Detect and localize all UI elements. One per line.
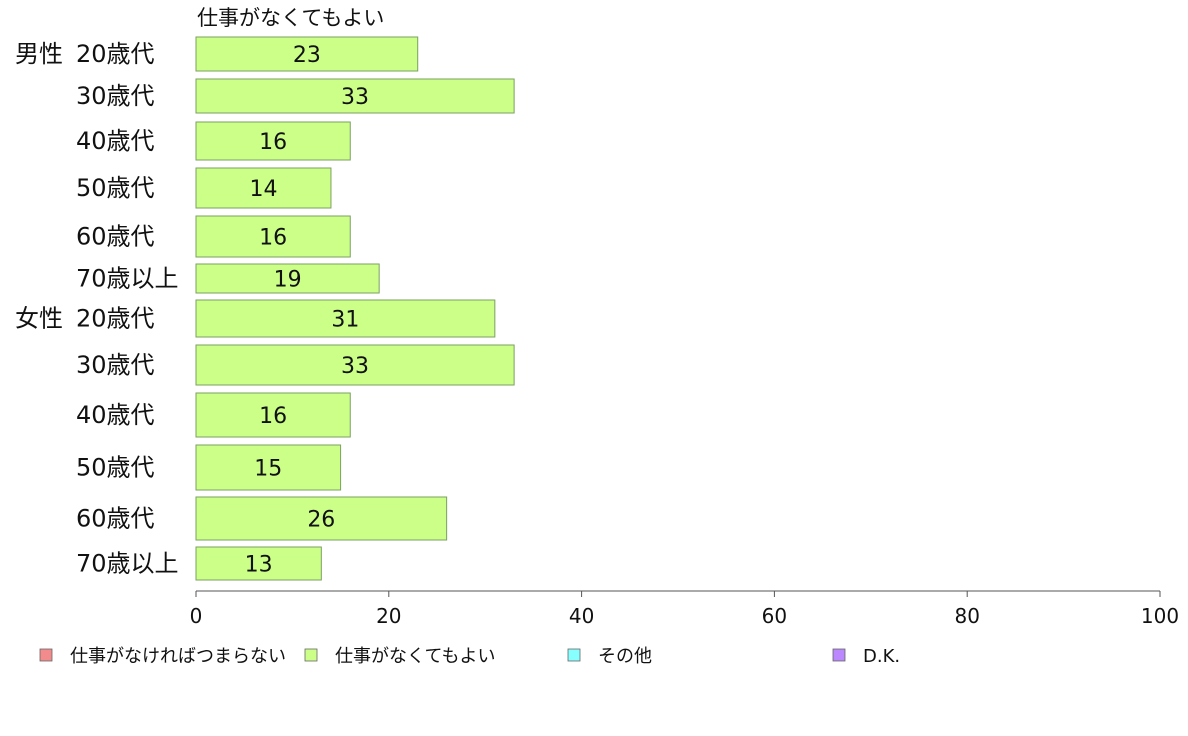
category-label: 60歳代 bbox=[76, 505, 155, 533]
legend-swatch bbox=[832, 648, 846, 662]
legend: 仕事がなければつまらない 仕事がなくてもよい その他 D.K. bbox=[39, 646, 900, 667]
x-tick-label: 0 bbox=[190, 604, 203, 628]
category-label: 70歳以上 bbox=[76, 265, 179, 293]
bar bbox=[195, 167, 332, 209]
series-title: 仕事がなくてもよい bbox=[197, 6, 384, 30]
bar-value-label: 16 bbox=[259, 130, 287, 155]
legend-label: 仕事がなくてもよい bbox=[335, 646, 496, 667]
group-label: 女性 bbox=[15, 305, 63, 333]
bar-value-label: 19 bbox=[274, 268, 302, 293]
legend-label: D.K. bbox=[863, 646, 900, 667]
bar bbox=[195, 546, 322, 581]
category-label: 40歳代 bbox=[76, 401, 155, 429]
x-axis: 0 20 40 60 80 100 bbox=[190, 590, 1179, 628]
legend-swatch bbox=[39, 648, 53, 662]
bar bbox=[195, 263, 380, 294]
bar bbox=[195, 78, 515, 114]
bar-value-label: 15 bbox=[254, 457, 282, 482]
legend-label: その他 bbox=[598, 646, 652, 667]
bar-value-label: 33 bbox=[341, 85, 369, 110]
bar-value-label: 26 bbox=[307, 508, 335, 533]
bar bbox=[195, 496, 448, 541]
bar-value-label: 14 bbox=[249, 177, 277, 202]
bar bbox=[195, 215, 351, 258]
x-tick-label: 100 bbox=[1141, 604, 1179, 628]
category-label: 40歳代 bbox=[76, 127, 155, 155]
bars-layer: 2320歳代男性3330歳代1640歳代1450歳代1660歳代1970歳以上3… bbox=[15, 36, 515, 581]
group-label: 男性 bbox=[15, 40, 63, 68]
category-label: 30歳代 bbox=[76, 351, 155, 379]
category-label: 20歳代 bbox=[76, 305, 155, 333]
x-tick-label: 80 bbox=[954, 604, 979, 628]
x-tick-label: 20 bbox=[376, 604, 401, 628]
bar bbox=[195, 444, 342, 491]
bar bbox=[195, 344, 515, 386]
bar bbox=[195, 392, 351, 438]
x-tick-label: 40 bbox=[569, 604, 594, 628]
category-label: 50歳代 bbox=[76, 174, 155, 202]
bar bbox=[195, 299, 496, 338]
bar-value-label: 23 bbox=[293, 43, 321, 68]
category-label: 70歳以上 bbox=[76, 550, 179, 578]
bar-value-label: 33 bbox=[341, 354, 369, 379]
bar-value-label: 16 bbox=[259, 226, 287, 251]
category-label: 30歳代 bbox=[76, 82, 155, 110]
category-label: 20歳代 bbox=[76, 40, 155, 68]
bar bbox=[195, 121, 351, 161]
bar-value-label: 13 bbox=[245, 553, 273, 578]
bar bbox=[195, 36, 419, 72]
legend-swatch bbox=[304, 648, 318, 662]
category-label: 50歳代 bbox=[76, 454, 155, 482]
x-tick-label: 60 bbox=[762, 604, 787, 628]
bar-value-label: 31 bbox=[331, 308, 359, 333]
legend-swatch bbox=[567, 648, 581, 662]
legend-label: 仕事がなければつまらない bbox=[70, 646, 286, 667]
bar-value-label: 16 bbox=[259, 404, 287, 429]
category-label: 60歳代 bbox=[76, 223, 155, 251]
